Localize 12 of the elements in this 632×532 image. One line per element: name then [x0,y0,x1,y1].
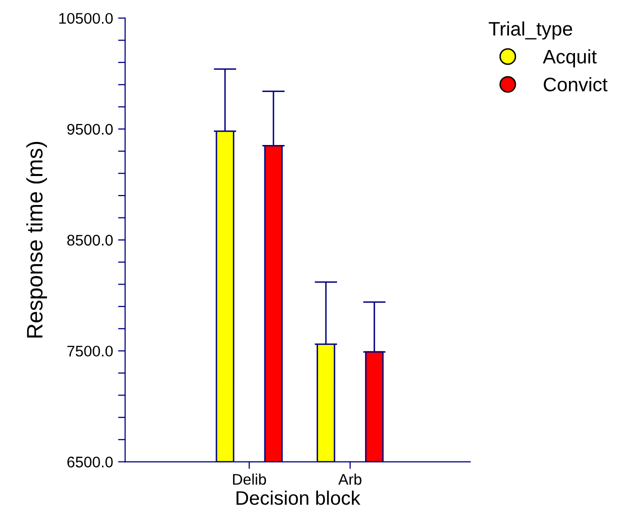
y-tick-label: 7500.0 [67,346,113,357]
x-tick-label: Delib [233,474,266,485]
y-axis-title: Response time (ms) [26,142,47,338]
legend-label: Convict [544,77,608,92]
y-tick-label: 6500.0 [67,456,113,468]
x-axis-title: Decision block [236,490,360,505]
x-tick-label: Arb [338,474,362,485]
y-tick-label: 9500.0 [67,124,113,135]
y-tick-label: 10500.0 [59,12,113,24]
y-tick-label: 8500.0 [67,234,113,246]
legend-title: Trial_type [488,21,572,40]
legend-label: Acquit [542,49,597,68]
